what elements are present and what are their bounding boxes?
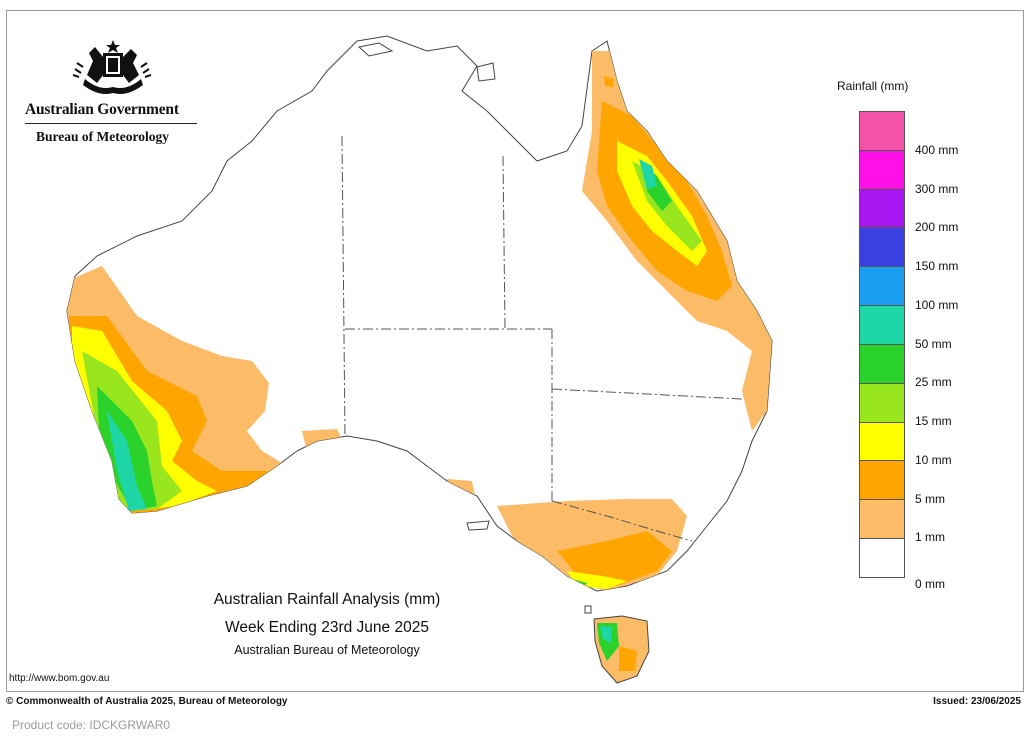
bureau-title: Bureau of Meteorology (36, 129, 169, 144)
legend-swatch (860, 500, 904, 540)
state-borders (341, 135, 743, 542)
legend-swatch (860, 228, 904, 268)
rain-zone-cape-york-5mm (604, 76, 614, 87)
border-wa (341, 135, 346, 437)
islands (357, 42, 592, 614)
map-title: Australian Rainfall Analysis (mm) (213, 591, 441, 608)
rain-zone-tas-5mm (619, 646, 637, 671)
legend-swatch (860, 306, 904, 345)
legend-label: 50 mm (915, 336, 952, 351)
issued-date: Issued: 23/06/2025 (933, 696, 1021, 707)
rain-zone-vic-5mm (557, 531, 672, 586)
legend-label: 25 mm (915, 375, 952, 390)
australia-mainland (66, 35, 773, 592)
legend-swatch (860, 461, 904, 501)
kangaroo-island (466, 520, 490, 531)
legend-label: 10 mm (915, 452, 952, 467)
legend-swatch (860, 383, 904, 423)
legend-label: 300 mm (915, 181, 959, 196)
legend-label: 400 mm (915, 142, 959, 157)
border-qld-nsw (551, 388, 743, 400)
map-frame: Australian Government Bureau of Meteorol… (6, 10, 1024, 692)
legend-label: 150 mm (915, 259, 959, 273)
melville-island (357, 42, 394, 57)
rain-zone-wa-50mm (107, 411, 147, 511)
copyright-notice: © Commonwealth of Australia 2025, Bureau… (6, 696, 288, 707)
rain-zone-tas-50mm (600, 626, 612, 643)
border-nsw-vic (551, 500, 693, 542)
border-nt-qld (502, 155, 506, 330)
product-code: Product code: IDCKGRWAR0 (12, 718, 171, 732)
legend-label: 1 mm (915, 530, 945, 545)
legend-title: Rainfall (mm) (837, 79, 909, 93)
legend-swatch (860, 112, 904, 151)
legend-label: 200 mm (915, 220, 959, 235)
map-source: Australian Bureau of Meteorology (234, 643, 420, 657)
legend-color-bar (859, 111, 905, 578)
legend-swatch (860, 344, 904, 384)
rain-zone-qld-50mm (639, 159, 657, 189)
title-divider (25, 123, 197, 124)
legend-swatch (860, 422, 904, 462)
king-island (584, 605, 592, 614)
tasmania (593, 615, 650, 684)
map-period: Week Ending 23rd June 2025 (225, 619, 429, 636)
legend-swatch (860, 267, 904, 307)
rainfall-map (66, 35, 773, 684)
bom-url: http://www.bom.gov.au (9, 673, 110, 684)
legend-swatch (860, 539, 904, 577)
government-title: Australian Government (25, 101, 179, 118)
groote-eylandt (476, 62, 496, 82)
coat-of-arms-icon (72, 40, 152, 94)
legend-swatch (860, 189, 904, 229)
legend-swatch (860, 150, 904, 190)
legend-label: 15 mm (915, 414, 952, 428)
legend-label: 5 mm (915, 491, 945, 506)
legend-label: 100 mm (915, 297, 959, 312)
legend-label: 0 mm (915, 577, 945, 591)
